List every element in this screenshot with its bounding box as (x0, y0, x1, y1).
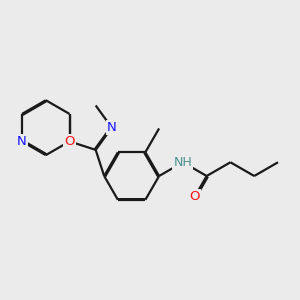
Text: O: O (190, 190, 200, 203)
Text: N: N (107, 121, 117, 134)
Text: O: O (64, 135, 75, 148)
Text: N: N (17, 135, 27, 148)
Text: NH: NH (173, 156, 192, 169)
